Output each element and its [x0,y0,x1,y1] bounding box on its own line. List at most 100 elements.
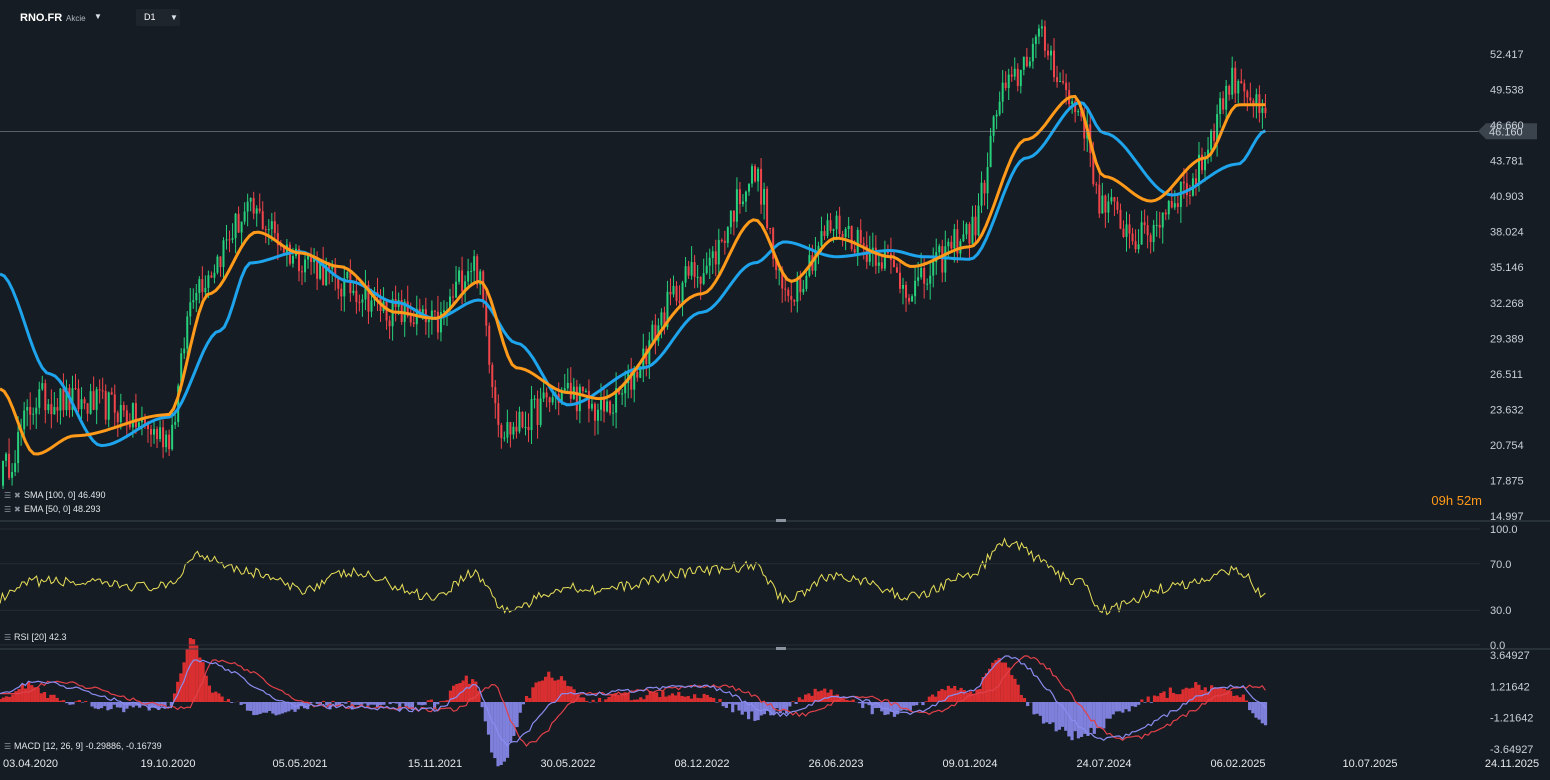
candle-body [65,387,68,411]
settings-icon[interactable]: ☰ [4,742,12,751]
ema-legend[interactable]: ☰ ✖ EMA [50, 0] 48.293 [4,504,101,514]
macd-histogram-bar [740,702,744,715]
macd-histogram-bar [483,702,487,722]
candle-body [832,229,835,231]
candle-body [1034,36,1037,44]
sma-legend[interactable]: ☰ ✖ SMA [100, 0] 46.490 [4,490,106,500]
candle-body [593,403,596,421]
candle-body [400,300,403,322]
settings-icon[interactable]: ☰ [4,491,12,500]
macd-histogram-bar [306,702,310,710]
macd-histogram-bar [109,702,113,710]
settings-icon[interactable]: ☰ [4,505,12,514]
macd-histogram-bar [613,693,617,702]
candle-body [732,210,735,222]
macd-histogram-bar [1187,688,1192,702]
macd-histogram-bar [147,702,151,711]
macd-histogram-bar [988,668,992,702]
candle-body [1116,201,1119,210]
x-axis-tick: 24.07.2024 [1076,758,1131,770]
macd-histogram-bar [347,701,351,702]
close-icon[interactable]: ✖ [14,505,21,514]
candle-body [974,216,977,236]
macd-histogram-bar [99,702,104,709]
macd-histogram-bar [490,702,494,753]
macd-histogram-bar [832,695,836,702]
macd-histogram-bar [160,702,164,707]
indicators-layer: 46.160 [0,94,1537,767]
candle-countdown: 09h 52m [1431,493,1482,508]
candle-body [385,301,388,321]
x-axis-tick: 15.11.2021 [408,758,462,770]
macd-histogram-bar [68,702,72,705]
candle-body [107,392,110,420]
candle-body [8,453,11,478]
rsi-axis-label: 0.0 [1490,640,1505,652]
candle-body [983,182,986,194]
macd-histogram-bar [77,700,81,702]
candle-body [337,275,340,289]
macd-histogram-bar [667,695,671,702]
macd-histogram-bar [223,701,227,702]
candle-body [826,220,829,236]
macd-histogram-bar [620,693,624,702]
candle-body [814,252,817,271]
macd-histogram-bar [629,700,633,702]
rsi-legend[interactable]: ☰ RSI [20] 42.3 [4,632,67,642]
close-icon[interactable]: ✖ [14,491,21,500]
candle-body [708,257,711,266]
candle-body [1252,100,1255,106]
macd-histogram-bar [65,702,69,704]
chevron-down-icon: ▼ [170,13,178,22]
macd-histogram-bar [1137,702,1141,705]
candle-body [829,220,832,231]
timeframe-select[interactable]: D1 ▼ [136,9,180,26]
candle-body [1119,209,1122,229]
candle-body [1107,201,1110,213]
symbol-name[interactable]: RNO.FR [20,12,63,24]
macd-histogram-bar [794,702,798,704]
candle-body [225,239,228,241]
macd-histogram-bar [1102,702,1106,729]
macd-histogram-bar [445,700,449,702]
candle-body [325,264,328,286]
candle-body [971,216,974,244]
macd-histogram-bar [239,702,243,705]
symbol-dropdown-icon[interactable]: ▼ [94,12,102,21]
candle-body [596,409,599,421]
macd-histogram-bar [873,702,878,709]
macd-histogram-bar [648,691,652,702]
macd-histogram-bar [264,702,269,713]
candle-body [681,282,684,303]
macd-histogram-bar [23,688,28,702]
price-axis-label: 26.511 [1490,369,1523,381]
candle-body [1022,56,1025,70]
macd-histogram-bar [407,702,411,709]
macd-histogram-bar [131,702,135,708]
macd-histogram-bar [1041,702,1046,724]
candle-body [847,226,850,229]
candle-body [726,227,729,243]
candle-body [258,208,261,212]
macd-histogram-bar [242,702,246,704]
candle-body [328,264,331,269]
macd-histogram-bar [1118,702,1122,712]
candle-body [201,279,204,293]
settings-icon[interactable]: ☰ [4,633,12,642]
candle-body [177,385,180,423]
macd-histogram-bar [807,693,811,702]
macd-histogram-bar [715,702,719,703]
candle-body [769,228,772,230]
macd-legend[interactable]: ☰ MACD [12, 26, 9] -0.29886, -0.16739 [4,741,162,751]
macd-histogram-bar [524,695,529,702]
candle-body [162,427,165,448]
candle-body [1104,195,1107,213]
macd-histogram-bar [712,697,716,702]
candle-body [895,267,898,273]
price-axis-label: 20.754 [1490,440,1524,452]
candle-body [1152,224,1155,243]
candle-body [539,398,542,425]
candle-body [850,226,853,250]
candle-body [796,278,799,302]
